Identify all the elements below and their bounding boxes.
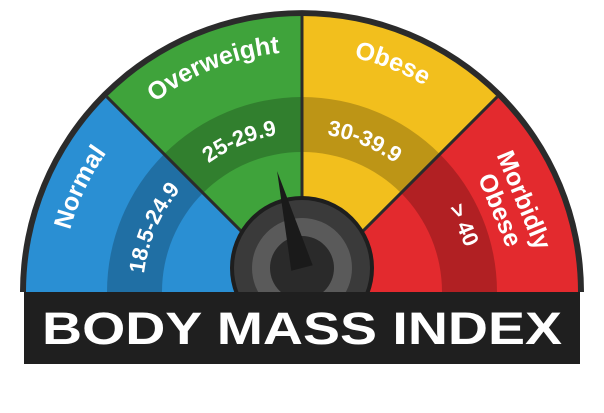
segment-normal <box>25 96 302 292</box>
page-title: BODY MASS INDEX <box>42 303 562 354</box>
range-band <box>107 97 497 292</box>
segment-morbidly-obese <box>302 96 578 292</box>
title-banner <box>24 292 580 364</box>
gauge-needle <box>277 171 313 271</box>
